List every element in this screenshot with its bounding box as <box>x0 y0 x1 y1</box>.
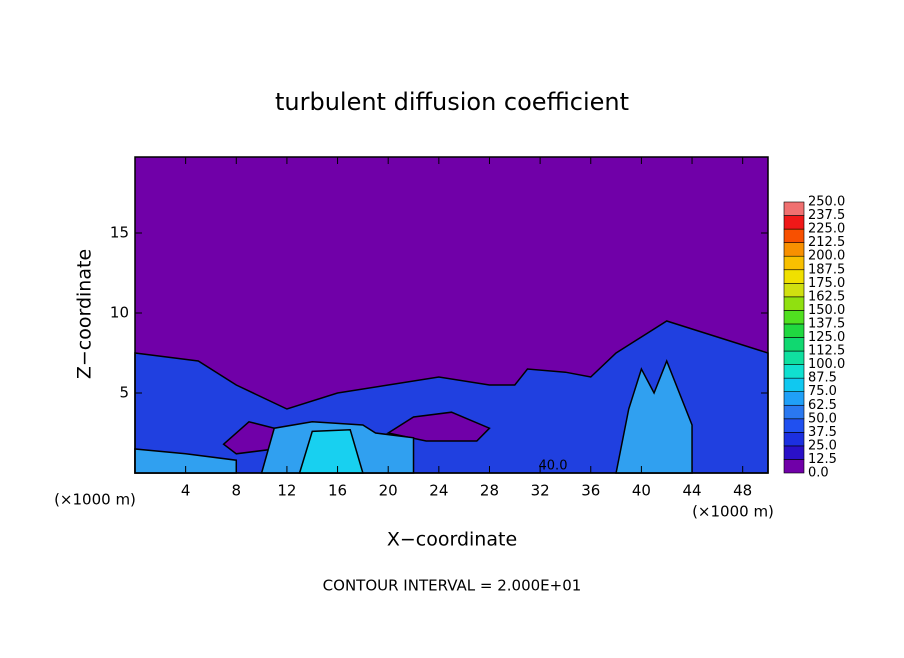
x-tick-label: 16 <box>328 482 347 500</box>
colorbar-label: 112.5 <box>808 344 845 359</box>
colorbar-label: 175.0 <box>808 276 845 291</box>
colorbar-label: 87.5 <box>808 371 837 386</box>
colorbar-bin <box>783 337 805 352</box>
colorbar-label: 25.0 <box>808 438 837 453</box>
colorbar-bin <box>783 432 805 447</box>
plot-frame <box>134 156 769 474</box>
colorbar-bin <box>783 350 805 365</box>
x-tick-label: 8 <box>232 482 242 500</box>
colorbar-label: 0.0 <box>808 466 829 481</box>
colorbar-label: 212.5 <box>808 235 845 250</box>
x-tick-label: 44 <box>682 482 701 500</box>
colorbar-label: 12.5 <box>808 452 837 467</box>
x-axis-label: X−coordinate <box>387 529 517 551</box>
x-unit-label: (×1000 m) <box>54 491 136 509</box>
colorbar-label: 62.5 <box>808 398 837 413</box>
x-tick-label: 24 <box>429 482 448 500</box>
colorbar-label: 125.0 <box>808 330 845 345</box>
colorbar-label: 50.0 <box>808 411 837 426</box>
y-axis-label: Z−coordinate <box>74 249 96 379</box>
x-tick-label: 32 <box>531 482 550 500</box>
x-tick-label: 48 <box>733 482 752 500</box>
y-tick-label: 15 <box>110 224 129 242</box>
x-tick-label: 28 <box>480 482 499 500</box>
colorbar-label: 137.5 <box>808 316 845 331</box>
colorbar-label: 100.0 <box>808 357 845 372</box>
x-tick-label: 20 <box>379 482 398 500</box>
colorbar-bin <box>783 310 805 325</box>
colorbar-bin <box>783 282 805 298</box>
contour-region <box>615 358 693 474</box>
chart-title: turbulent diffusion coefficient <box>275 88 629 116</box>
y-tick-label: 10 <box>110 304 129 322</box>
colorbar-bin <box>783 215 805 230</box>
colorbar-label: 200.0 <box>808 249 845 264</box>
colorbar-bin <box>783 418 805 433</box>
colorbar-bin <box>783 404 805 420</box>
colorbar-label: 150.0 <box>808 303 845 318</box>
colorbar-bin <box>783 445 805 460</box>
colorbar-bin <box>783 391 805 406</box>
colorbar-bin <box>783 296 805 311</box>
colorbar-bin <box>783 242 805 257</box>
colorbar-label: 225.0 <box>808 222 845 237</box>
colorbar-bin <box>783 323 805 338</box>
colorbar-bin <box>783 255 805 271</box>
footer-note: CONTOUR INTERVAL = 2.000E+01 <box>323 577 582 595</box>
colorbar-bin <box>783 228 805 243</box>
x-tick-label: 40 <box>632 482 651 500</box>
colorbar-bin <box>783 377 805 392</box>
colorbar-label: 37.5 <box>808 425 837 440</box>
colorbar-label: 187.5 <box>808 262 845 277</box>
x-tick-label: 36 <box>581 482 600 500</box>
x-tick-label: 4 <box>181 482 191 500</box>
y-tick-label: 5 <box>119 384 129 402</box>
colorbar-bin <box>783 201 805 216</box>
x-unit-label: (×1000 m) <box>692 503 774 521</box>
colorbar-label: 250.0 <box>808 195 845 210</box>
colorbar-label: 237.5 <box>808 208 845 223</box>
colorbar-bin <box>783 269 805 284</box>
x-tick-label: 12 <box>277 482 296 500</box>
contour-label: 40.0 <box>539 459 568 474</box>
colorbar-label: 75.0 <box>808 384 837 399</box>
colorbar-bin <box>783 459 805 474</box>
contour-region <box>386 411 491 442</box>
colorbar-label: 162.5 <box>808 289 845 304</box>
colorbar-bin <box>783 364 805 379</box>
